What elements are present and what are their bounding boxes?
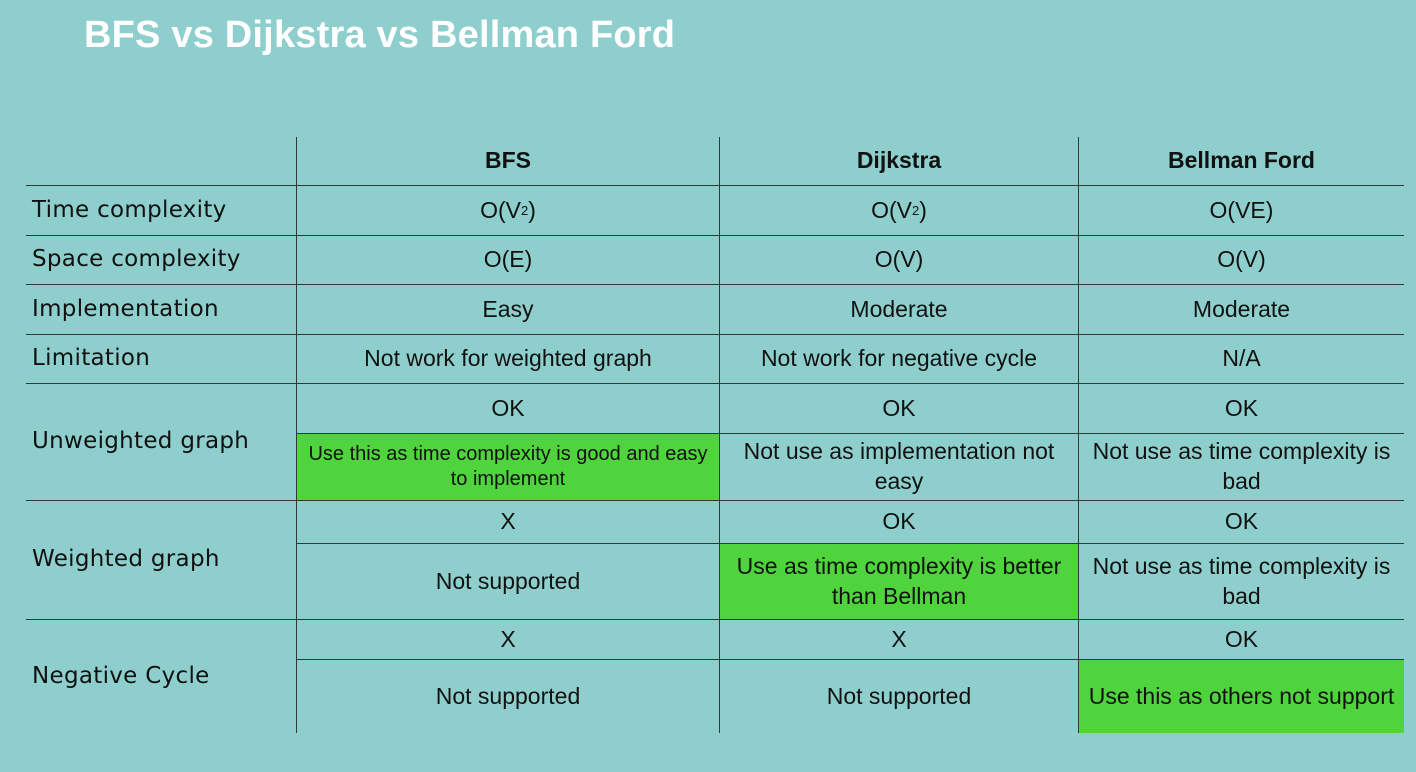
unweighted-bellman-ok: OK xyxy=(1078,384,1404,434)
impl-bellman: Moderate xyxy=(1078,285,1404,335)
weighted-dijkstra-ok: OK xyxy=(719,501,1078,544)
unweighted-dijkstra-ok: OK xyxy=(719,384,1078,434)
weighted-bfs-note: Not supported xyxy=(296,544,719,620)
limit-bellman: N/A xyxy=(1078,335,1404,384)
time-bellman: O(VE) xyxy=(1078,186,1404,236)
unweighted-bfs-note: Use this as time complexity is good and … xyxy=(296,434,719,501)
limit-bfs: Not work for weighted graph xyxy=(296,335,719,384)
header-dijkstra: Dijkstra xyxy=(719,137,1078,186)
slide-title: BFS vs Dijkstra vs Bellman Ford xyxy=(84,14,676,56)
row-label-limitation: Limitation xyxy=(26,335,296,384)
row-label-time-complexity: Time complexity xyxy=(26,186,296,236)
header-bellman-ford: Bellman Ford xyxy=(1078,137,1404,186)
space-dijkstra: O(V) xyxy=(719,236,1078,285)
weighted-bellman-note: Not use as time complexity is bad xyxy=(1078,544,1404,620)
time-bfs: O(V 2) xyxy=(296,186,719,236)
corner-cell xyxy=(26,137,296,186)
unweighted-dijkstra-note: Not use as implementation not easy xyxy=(719,434,1078,501)
comparison-table: BFS Dijkstra Bellman Ford Time complexit… xyxy=(26,137,1404,733)
weighted-bellman-ok: OK xyxy=(1078,501,1404,544)
limit-dijkstra: Not work for negative cycle xyxy=(719,335,1078,384)
row-label-negative-cycle: Negative Cycle xyxy=(32,662,210,689)
weighted-bfs-ok: X xyxy=(296,501,719,544)
unweighted-bellman-note: Not use as time complexity is bad xyxy=(1078,434,1404,501)
negative-bellman-note: Use this as others not support xyxy=(1078,660,1404,733)
row-label-unweighted-graph: Unweighted graph xyxy=(26,384,296,501)
row-label-implementation: Implementation xyxy=(26,285,296,335)
negative-dijkstra-ok: X xyxy=(719,620,1078,660)
negative-bellman-ok: OK xyxy=(1078,620,1404,660)
header-bfs: BFS xyxy=(296,137,719,186)
row-label-space-complexity: Space complexity xyxy=(26,236,296,285)
space-bellman: O(V) xyxy=(1078,236,1404,285)
weighted-dijkstra-note: Use as time complexity is better than Be… xyxy=(719,544,1078,620)
negative-bfs-note: Not supported xyxy=(296,660,719,733)
impl-dijkstra: Moderate xyxy=(719,285,1078,335)
space-bfs: O(E) xyxy=(296,236,719,285)
unweighted-bfs-ok: OK xyxy=(296,384,719,434)
negative-dijkstra-note: Not supported xyxy=(719,660,1078,733)
impl-bfs: Easy xyxy=(296,285,719,335)
row-label-weighted-graph: Weighted graph xyxy=(26,501,296,620)
negative-bfs-ok: X xyxy=(296,620,719,660)
time-dijkstra: O(V 2) xyxy=(719,186,1078,236)
